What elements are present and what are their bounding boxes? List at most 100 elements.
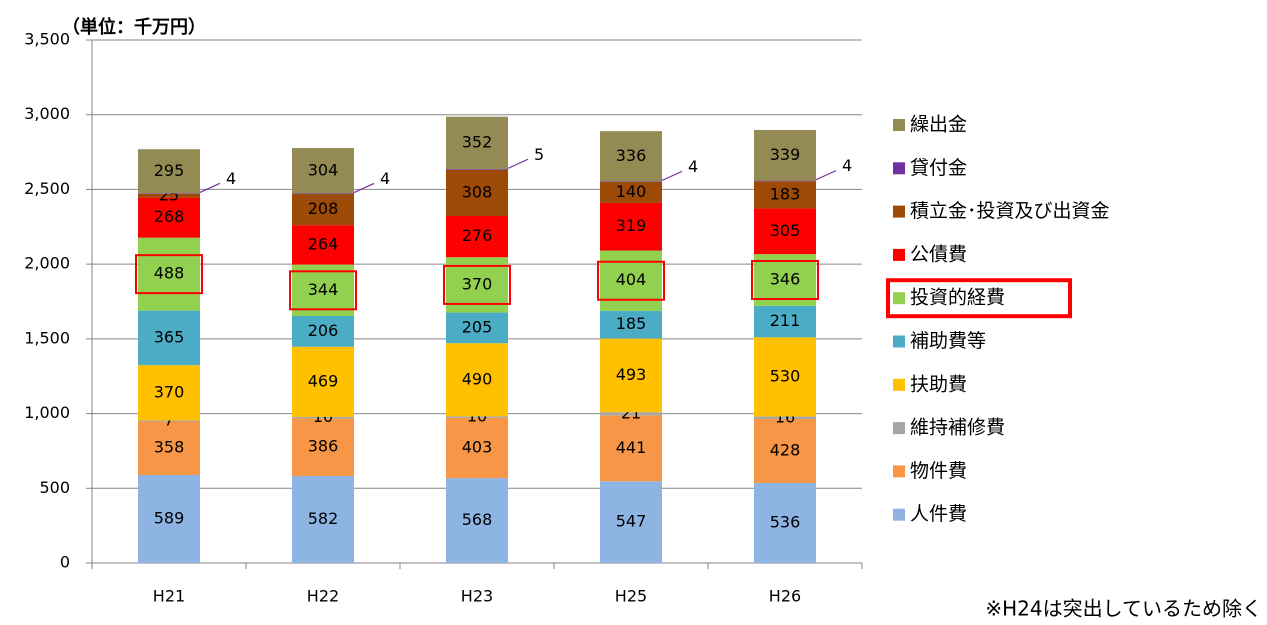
data-label: 403 bbox=[462, 438, 493, 457]
data-label: 4 bbox=[226, 169, 236, 188]
bar-segment bbox=[600, 481, 662, 563]
bar-segment bbox=[292, 476, 354, 563]
bar-segment bbox=[600, 181, 662, 203]
x-tick-label: H25 bbox=[615, 587, 647, 606]
data-label: 589 bbox=[154, 508, 185, 527]
bar-segment bbox=[446, 416, 508, 418]
bar-segment bbox=[138, 310, 200, 366]
bar-segment bbox=[754, 129, 816, 181]
bar-segment bbox=[138, 193, 200, 194]
highlight-box bbox=[597, 260, 665, 301]
data-label: 305 bbox=[770, 221, 801, 240]
data-label: 441 bbox=[616, 438, 647, 457]
data-label: 185 bbox=[616, 314, 647, 333]
legend-label: 人件費 bbox=[910, 503, 967, 525]
bar-segment bbox=[292, 346, 354, 417]
data-label: 295 bbox=[154, 161, 185, 180]
data-label: 140 bbox=[616, 182, 647, 201]
bar-segment bbox=[754, 416, 816, 419]
bar-segment bbox=[754, 337, 816, 417]
legend-swatch bbox=[893, 248, 905, 261]
data-label: 276 bbox=[462, 226, 493, 245]
legend-swatch bbox=[893, 422, 905, 435]
bar-segment bbox=[446, 170, 508, 217]
bar-segment bbox=[600, 338, 662, 413]
data-label: 352 bbox=[462, 132, 493, 151]
leader-line bbox=[197, 182, 221, 194]
legend-swatch bbox=[893, 465, 905, 478]
legend-swatch bbox=[893, 119, 905, 131]
highlight-box bbox=[135, 254, 203, 295]
x-tick-label: H22 bbox=[307, 587, 339, 606]
data-label: 211 bbox=[770, 311, 801, 330]
bar-segment bbox=[138, 420, 200, 422]
bar-segment bbox=[138, 197, 200, 238]
bar-segment bbox=[754, 208, 816, 255]
data-label: 490 bbox=[462, 369, 493, 388]
data-label: 469 bbox=[308, 371, 339, 390]
bar-segment bbox=[446, 417, 508, 479]
data-label: 4 bbox=[842, 156, 852, 175]
bar-segment bbox=[754, 418, 816, 483]
bar-segment bbox=[600, 250, 662, 311]
data-label: 536 bbox=[770, 512, 801, 531]
legend-label: 物件費 bbox=[910, 460, 967, 482]
bar-segment bbox=[600, 202, 662, 251]
leader-line bbox=[351, 182, 375, 195]
legend-label: 貸付金 bbox=[910, 157, 967, 179]
data-label: 183 bbox=[770, 184, 801, 203]
y-tick-label: 500 bbox=[39, 478, 70, 497]
legend-label: 投資的経費 bbox=[910, 287, 1005, 309]
legend-label: 公債費 bbox=[910, 243, 967, 265]
note: ※H24は突出しているため除く bbox=[985, 597, 1262, 621]
bar-segment bbox=[138, 193, 200, 198]
bar-segment bbox=[292, 148, 354, 194]
bar-segment bbox=[754, 181, 816, 209]
bar-segment bbox=[600, 415, 662, 482]
data-label: 208 bbox=[308, 199, 339, 218]
bar-segment bbox=[138, 365, 200, 421]
x-tick-label: H26 bbox=[769, 587, 801, 606]
y-tick-label: 2,500 bbox=[24, 179, 70, 198]
bar-segment bbox=[292, 225, 354, 265]
data-label: 205 bbox=[462, 317, 493, 336]
bar-segment bbox=[446, 116, 508, 170]
y-tick-label: 3,500 bbox=[24, 30, 70, 49]
bar-segment bbox=[138, 474, 200, 563]
bar-segment bbox=[292, 416, 354, 419]
highlight-box bbox=[443, 264, 511, 305]
bar-segment bbox=[446, 478, 508, 563]
bar-segment bbox=[446, 169, 508, 171]
data-label: 268 bbox=[154, 207, 185, 226]
data-label: 308 bbox=[462, 183, 493, 202]
bar-segment bbox=[600, 181, 662, 182]
legend-swatch bbox=[893, 205, 905, 218]
y-tick-label: 0 bbox=[60, 553, 70, 572]
legend-highlight bbox=[886, 278, 1072, 319]
bar-segment bbox=[754, 305, 816, 338]
data-label: 4 bbox=[688, 157, 698, 176]
bar-segment bbox=[446, 312, 508, 344]
bar-segment bbox=[138, 237, 200, 311]
bar-segment bbox=[754, 254, 816, 306]
leader-line bbox=[659, 170, 683, 182]
data-label: 568 bbox=[462, 510, 493, 529]
bar-segment bbox=[600, 131, 662, 182]
data-label: 582 bbox=[308, 509, 339, 528]
bar-segment bbox=[446, 343, 508, 417]
data-label: 264 bbox=[308, 234, 339, 253]
bar-segment bbox=[754, 180, 816, 182]
data-label: 493 bbox=[616, 365, 647, 384]
data-label: 370 bbox=[462, 274, 493, 293]
data-label: 386 bbox=[308, 437, 339, 456]
bar-segment bbox=[138, 421, 200, 475]
legend-label: 繰出金 bbox=[910, 114, 967, 136]
data-label: 404 bbox=[616, 270, 647, 289]
data-label: 304 bbox=[308, 160, 339, 179]
legend-label: 補助費等 bbox=[910, 330, 986, 352]
data-label: 488 bbox=[154, 264, 185, 283]
data-label: 4 bbox=[380, 169, 390, 188]
unit-label: （単位：千万円） bbox=[62, 16, 206, 38]
data-label: 319 bbox=[616, 216, 647, 235]
data-label: 530 bbox=[770, 366, 801, 385]
